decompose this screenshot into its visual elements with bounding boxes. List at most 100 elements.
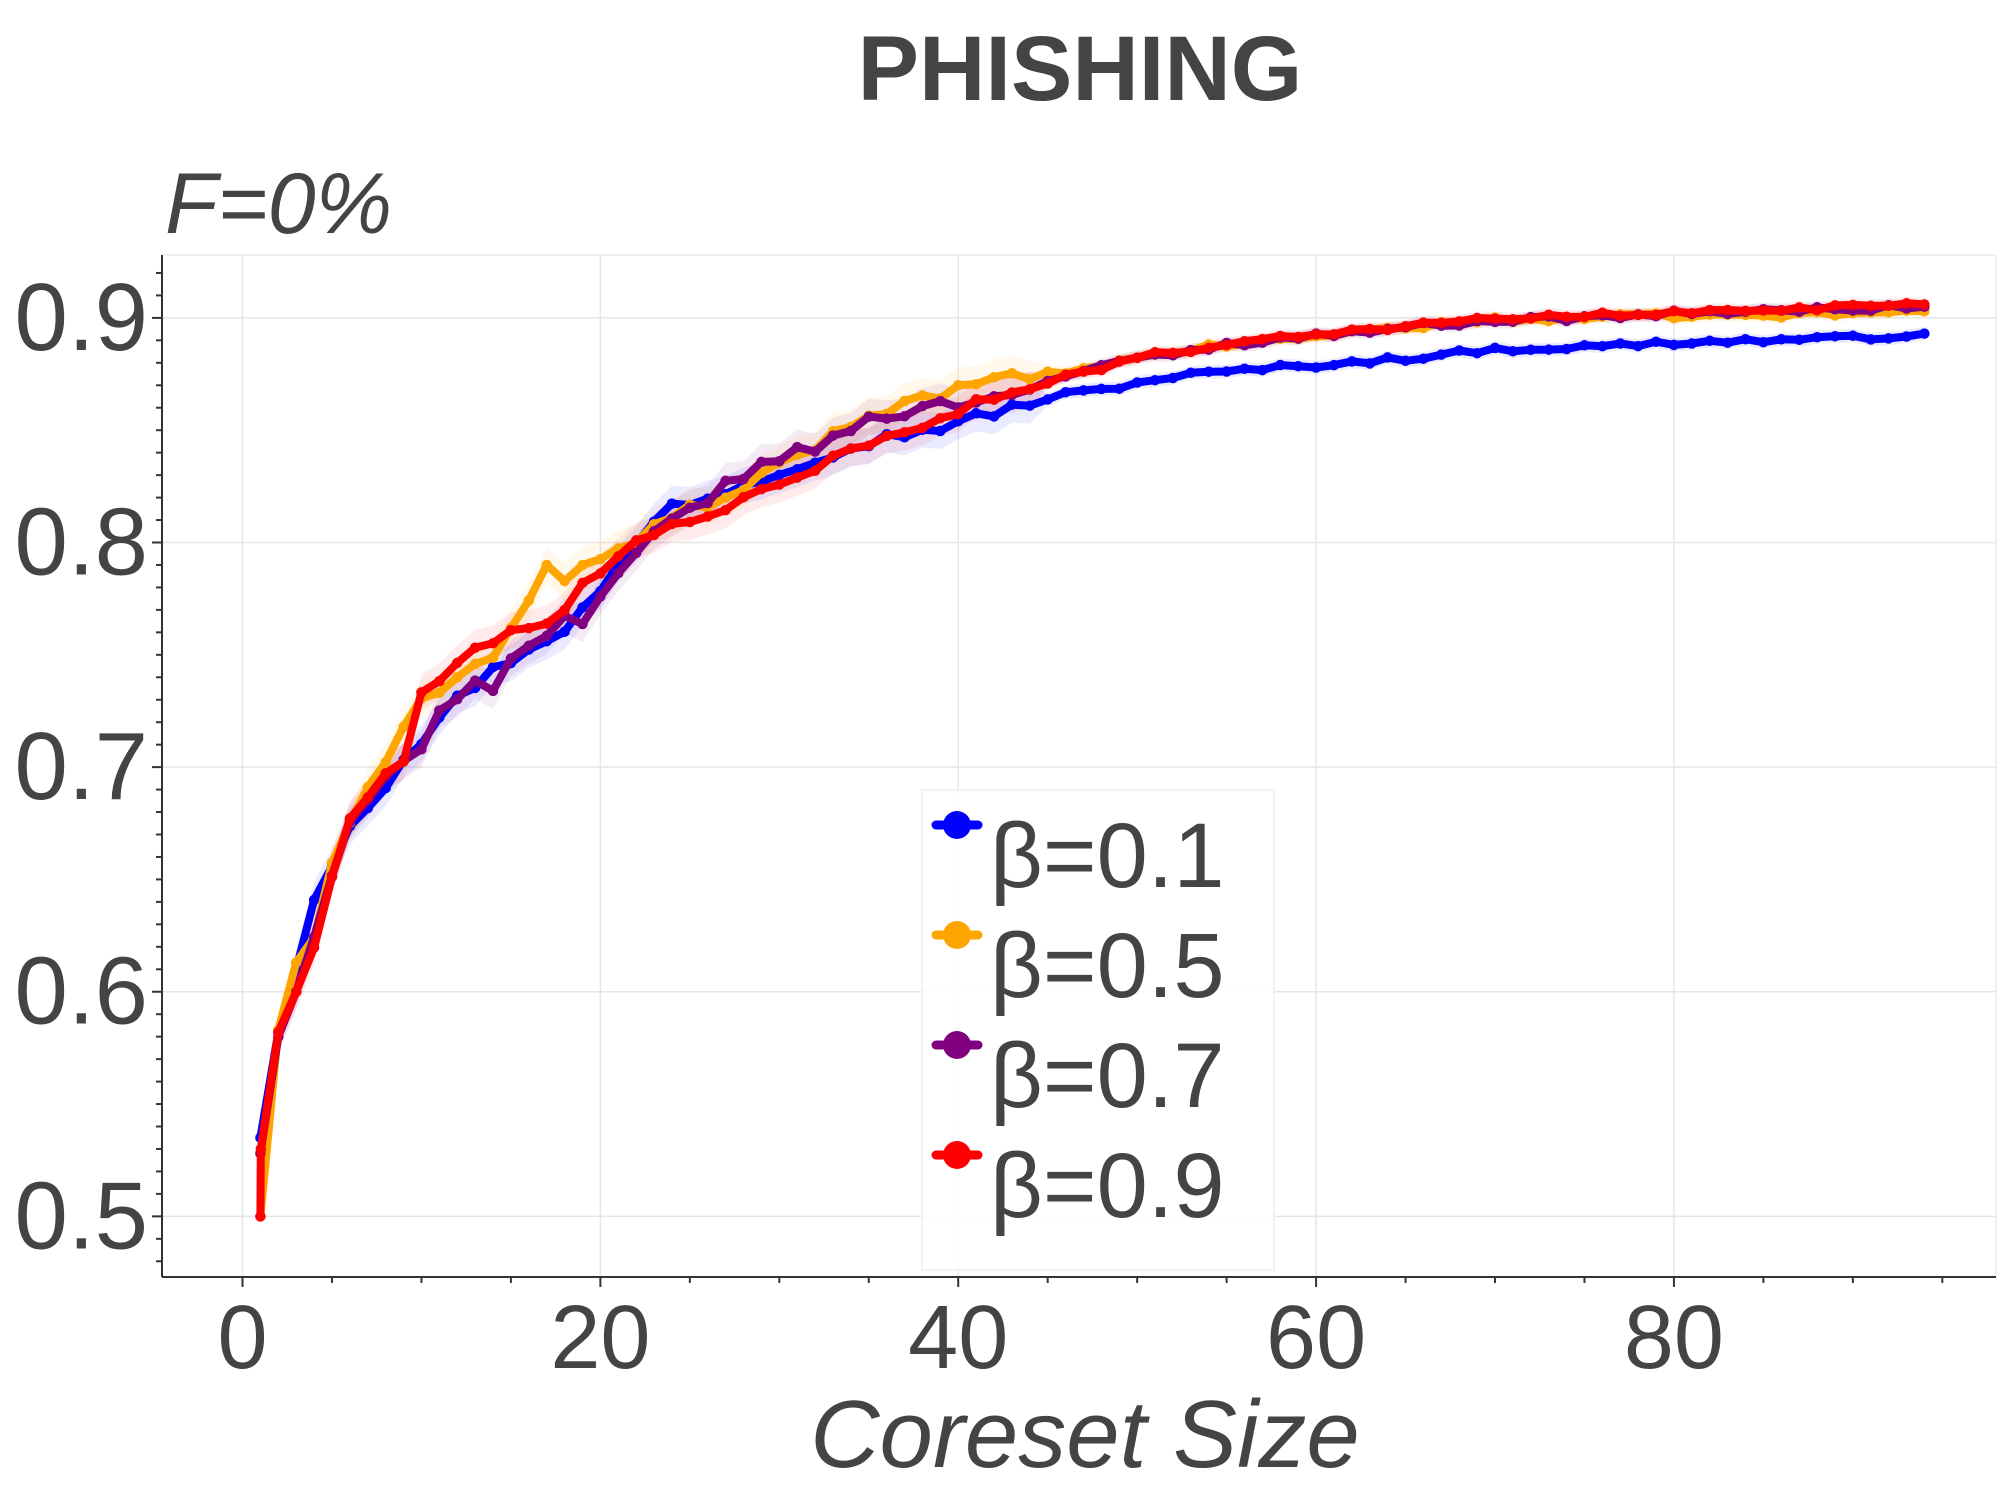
data-point	[541, 630, 552, 642]
data-point	[1149, 374, 1161, 386]
data-point	[1006, 387, 1018, 398]
x-tick-label: 80	[1624, 1288, 1724, 1388]
x-tick-label: 40	[908, 1288, 1008, 1388]
data-point	[756, 483, 767, 495]
data-point	[1865, 334, 1877, 345]
data-point	[1686, 338, 1698, 349]
data-point	[308, 942, 320, 953]
data-point	[559, 626, 570, 637]
data-point	[290, 957, 302, 968]
data-point	[1239, 363, 1250, 374]
data-point	[1400, 355, 1411, 367]
data-point	[1310, 329, 1322, 340]
data-point	[1668, 339, 1680, 351]
data-point	[1310, 362, 1322, 373]
data-point	[398, 756, 409, 767]
data-point	[1060, 386, 1071, 398]
data-point	[1346, 324, 1358, 335]
legend-swatch-marker	[943, 1141, 971, 1169]
data-point	[577, 577, 588, 589]
data-point	[720, 492, 731, 503]
data-point	[1740, 305, 1751, 317]
data-point	[1471, 312, 1483, 324]
data-point	[1364, 358, 1376, 369]
data-point	[487, 652, 499, 663]
data-point	[326, 871, 338, 883]
data-point	[702, 497, 713, 509]
data-point	[1561, 343, 1572, 355]
data-point	[595, 568, 606, 579]
data-point	[487, 685, 499, 697]
data-point	[881, 413, 892, 424]
data-point	[1131, 352, 1143, 363]
data-point	[451, 672, 463, 683]
y-tick-label: 0.5	[15, 1162, 148, 1269]
data-point	[1650, 309, 1662, 321]
data-point	[1221, 339, 1232, 351]
data-point	[487, 638, 499, 649]
data-point	[809, 465, 821, 477]
data-point	[970, 408, 982, 419]
data-point	[863, 440, 875, 451]
data-point	[1096, 383, 1107, 395]
data-point	[1776, 305, 1787, 317]
data-point	[738, 473, 749, 485]
data-point	[881, 430, 892, 442]
data-point	[774, 479, 785, 490]
data-point	[1829, 300, 1841, 311]
data-point	[738, 491, 749, 503]
data-point	[380, 768, 391, 779]
data-point	[935, 412, 946, 424]
data-point	[1883, 333, 1894, 344]
data-point	[1632, 309, 1644, 321]
data-point	[1275, 330, 1286, 342]
data-point	[613, 567, 624, 579]
data-point	[952, 379, 964, 391]
data-point	[827, 450, 839, 462]
data-point	[559, 575, 570, 587]
data-point	[1006, 399, 1018, 410]
data-point	[666, 498, 678, 509]
data-point	[1776, 334, 1787, 345]
data-point	[1131, 377, 1143, 388]
data-point	[416, 687, 427, 698]
series-4	[255, 298, 1930, 1222]
data-point	[451, 694, 463, 705]
legend-label: β=0.1	[990, 805, 1225, 907]
data-point	[988, 394, 1000, 405]
data-point	[1060, 369, 1071, 380]
data-point	[917, 422, 928, 434]
data-point	[1292, 331, 1304, 343]
data-point	[666, 518, 678, 530]
data-point	[1668, 305, 1680, 317]
data-point	[1758, 336, 1769, 348]
data-point	[1507, 346, 1519, 357]
data-point	[1382, 352, 1393, 363]
data-point	[1292, 360, 1304, 372]
data-point	[917, 400, 928, 412]
data-point	[648, 529, 660, 541]
legend-swatch-marker	[943, 921, 971, 949]
data-point	[1561, 311, 1572, 322]
data-point	[935, 395, 946, 407]
data-point	[1453, 316, 1465, 327]
data-point	[1847, 299, 1859, 311]
data-point	[1919, 299, 1930, 310]
data-point	[1042, 394, 1053, 405]
data-point	[1847, 330, 1859, 341]
data-point	[684, 516, 696, 528]
data-point	[505, 624, 517, 636]
series-band	[260, 296, 1925, 1235]
data-point	[1185, 367, 1197, 379]
data-point	[630, 535, 642, 546]
data-point	[845, 443, 857, 454]
data-point	[1865, 300, 1877, 311]
data-point	[1650, 336, 1662, 347]
data-point	[1632, 340, 1644, 352]
data-point	[577, 602, 588, 613]
data-point	[1257, 333, 1268, 345]
data-point	[577, 618, 588, 630]
data-point	[1400, 321, 1411, 332]
data-point	[791, 472, 803, 483]
